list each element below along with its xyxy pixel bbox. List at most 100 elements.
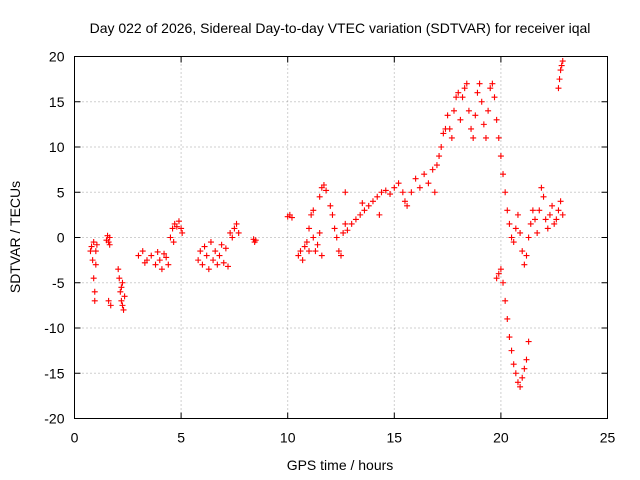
x-axis-label: GPS time / hours [287, 457, 394, 473]
data-point [154, 248, 161, 255]
data-point [461, 85, 468, 92]
data-point [308, 211, 315, 218]
data-point [378, 189, 385, 196]
data-point [235, 229, 242, 236]
data-point [340, 229, 347, 236]
data-point [416, 184, 423, 191]
data-point [170, 239, 177, 246]
data-point [141, 259, 148, 266]
data-point [297, 248, 304, 255]
data-point [514, 211, 521, 218]
data-point [549, 202, 556, 209]
data-point [139, 248, 146, 255]
data-points [87, 58, 566, 390]
data-point [115, 266, 122, 273]
data-point [478, 98, 485, 105]
data-point [117, 288, 124, 295]
data-point [438, 144, 445, 150]
data-point [559, 211, 566, 218]
data-point [231, 225, 238, 232]
data-point [527, 220, 534, 227]
data-point [163, 254, 170, 261]
data-point [119, 279, 126, 286]
data-point [91, 297, 98, 304]
data-point [412, 175, 419, 182]
data-point [376, 211, 383, 218]
data-point [169, 225, 176, 232]
data-point [207, 239, 214, 246]
data-point [558, 62, 565, 69]
data-point [485, 107, 492, 114]
data-point [92, 261, 99, 268]
data-point [555, 207, 562, 214]
data-point [92, 248, 99, 255]
data-point [457, 116, 464, 123]
data-point [399, 189, 406, 196]
data-point [195, 257, 202, 264]
data-point [536, 207, 543, 214]
y-tick-label: -20 [44, 411, 64, 427]
data-point [508, 347, 515, 354]
data-point [474, 89, 481, 96]
data-point [320, 182, 327, 189]
x-tick-label: 20 [493, 430, 509, 446]
data-point [118, 284, 125, 291]
data-point [88, 243, 95, 250]
data-point [105, 239, 112, 246]
y-tick-label: 5 [57, 184, 65, 200]
data-point [455, 89, 462, 96]
data-point [178, 225, 185, 232]
data-point [497, 266, 504, 273]
data-point [107, 302, 114, 309]
data-point [220, 259, 227, 266]
data-point [227, 229, 234, 236]
data-point [497, 153, 504, 160]
data-point [288, 214, 295, 221]
data-point [551, 220, 558, 227]
data-point [500, 279, 507, 286]
data-point [521, 365, 528, 372]
data-point [87, 248, 94, 255]
data-point [521, 261, 528, 268]
data-point [532, 216, 539, 223]
data-point [203, 252, 210, 259]
axis-ticks: 0 5 10 15 20 25 -20 -15 -10 -5 0 5 10 15 20 [44, 49, 615, 446]
data-point [233, 220, 240, 227]
data-point [118, 297, 125, 304]
data-point [542, 216, 549, 223]
data-point [540, 193, 547, 200]
x-tick-label: 25 [600, 430, 616, 446]
data-point [482, 134, 489, 141]
y-tick-label: -15 [44, 365, 64, 381]
data-point [395, 180, 402, 187]
data-point [365, 202, 372, 209]
data-point [106, 234, 113, 241]
data-point [121, 293, 128, 300]
data-point [329, 211, 336, 218]
y-tick-label: -10 [44, 320, 64, 336]
data-point [523, 252, 530, 259]
data-point [512, 225, 519, 232]
data-point [295, 252, 302, 259]
data-point [120, 306, 127, 313]
data-point [391, 184, 398, 191]
plot-frame [74, 56, 608, 419]
data-point [425, 180, 432, 187]
data-point [331, 225, 338, 232]
data-point [90, 275, 97, 282]
data-point [199, 261, 206, 268]
data-point [421, 171, 428, 178]
data-point [310, 234, 317, 241]
data-point [512, 370, 519, 377]
data-point [158, 266, 165, 273]
data-point [514, 379, 521, 386]
data-point [480, 121, 487, 128]
data-point [525, 234, 532, 241]
data-point [214, 261, 221, 268]
data-point [348, 220, 355, 227]
data-point [517, 383, 524, 390]
data-point [312, 248, 319, 255]
data-point [222, 245, 229, 252]
data-point [252, 237, 259, 244]
